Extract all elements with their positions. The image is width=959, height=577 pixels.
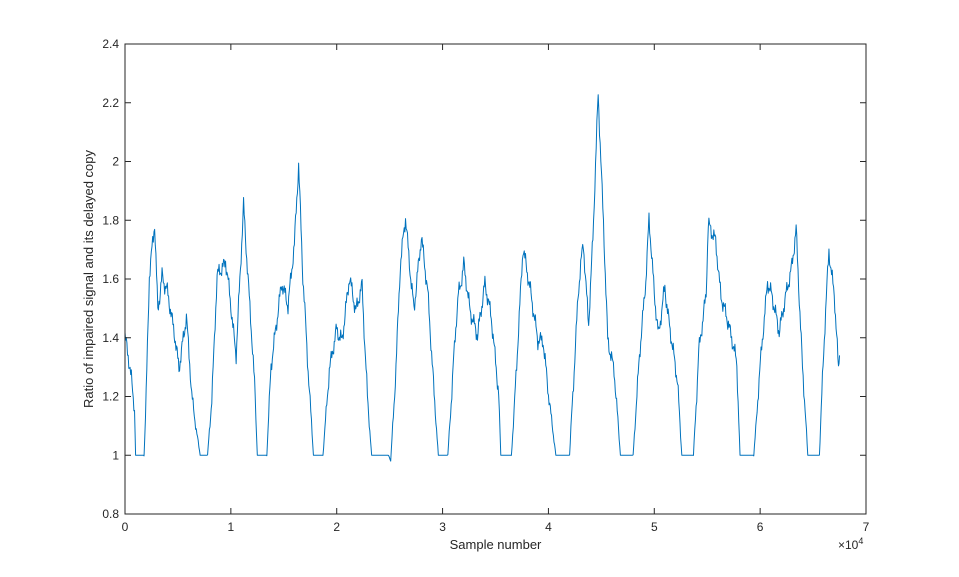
- x-tick-label: 5: [651, 520, 658, 534]
- y-tick-label: 1.4: [102, 331, 119, 345]
- y-tick-label: 0.8: [102, 507, 119, 521]
- y-tick-label: 2: [112, 155, 119, 169]
- x-axis-exponent-base: ×10: [838, 538, 859, 552]
- series-line-0: [124, 94, 841, 462]
- x-tick-label: 7: [863, 520, 870, 534]
- x-tick-label: 6: [757, 520, 764, 534]
- x-axis-exponent-power: 4: [858, 536, 863, 546]
- y-tick-label: 2.4: [102, 37, 119, 51]
- y-axis-label: Ratio of impaired signal and its delayed…: [81, 150, 96, 408]
- y-tick-label: 1.2: [102, 390, 119, 404]
- y-tick-label: 1: [112, 448, 119, 462]
- y-tick-label: 1.6: [102, 272, 119, 286]
- y-tick-label: 2.2: [102, 96, 119, 110]
- ticks-layer: 0 1 2 3 4 5 6 7 0.8 1 1.2 1.4 1.6 1.8 2 2.2 2.4: [102, 37, 869, 534]
- series-layer: [124, 94, 841, 462]
- x-tick-label: 2: [333, 520, 340, 534]
- y-tick-label: 1.8: [102, 213, 119, 227]
- x-tick-label: 1: [228, 520, 235, 534]
- x-axis-exponent: ×104: [838, 536, 863, 552]
- x-tick-label: 3: [439, 520, 446, 534]
- x-axis-label: Sample number: [450, 537, 542, 552]
- x-tick-label: 4: [545, 520, 552, 534]
- x-tick-label: 0: [122, 520, 129, 534]
